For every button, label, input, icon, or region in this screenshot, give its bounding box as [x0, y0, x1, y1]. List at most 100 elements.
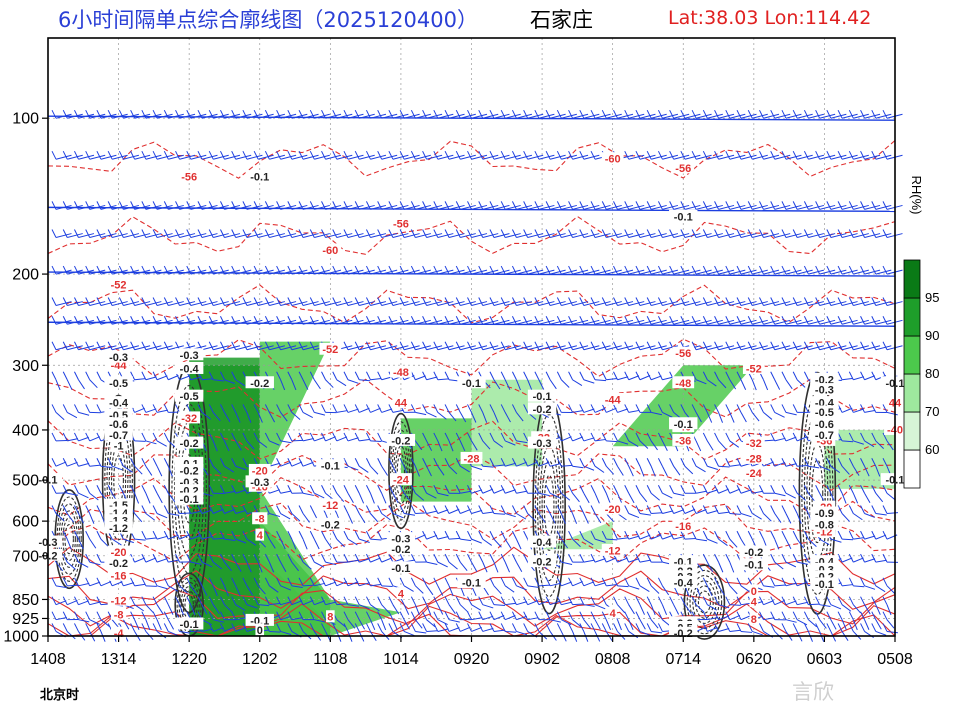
wind-barb-feather — [781, 371, 787, 380]
wind-barb-feather — [669, 201, 675, 210]
wind-barb-feather — [545, 201, 551, 210]
wind-barb-feather — [568, 404, 574, 413]
vv-label: -0.3 — [180, 350, 199, 362]
wind-barb — [830, 113, 847, 119]
wind-barb-feather — [702, 505, 708, 514]
wind-barb-feather — [433, 404, 439, 413]
wind-barb — [392, 154, 409, 160]
wind-barb — [168, 513, 180, 516]
wind-barb-feather — [377, 577, 383, 587]
wind-barb — [886, 492, 896, 501]
wind-barb-feather — [208, 457, 214, 467]
vv-contour — [697, 590, 711, 614]
wind-barb-feather — [714, 229, 720, 238]
isotherm-label: -56 — [181, 172, 197, 184]
wind-barb-feather — [657, 623, 663, 632]
wind-barb-feather — [410, 623, 416, 632]
wind-barb — [729, 113, 746, 119]
isotherm-label-bg — [749, 595, 759, 608]
wind-barb-feather — [163, 530, 169, 540]
wind-barb-feather — [669, 265, 675, 275]
wind-barb-feather — [725, 316, 731, 325]
wind-barb-feather — [287, 623, 293, 632]
wind-barb-feather — [85, 553, 91, 563]
isotherm-label-bg — [107, 568, 130, 581]
wind-barb-feather — [85, 596, 91, 605]
wind-barb — [763, 233, 780, 239]
vv-label: -0.1 — [674, 419, 693, 431]
wind-barb-feather — [219, 553, 225, 563]
wind-barb — [853, 585, 865, 588]
wind-barb — [493, 561, 499, 573]
isotherm-label-bg — [255, 528, 265, 541]
wind-barb-feather — [276, 297, 282, 306]
wind-barb — [549, 269, 566, 275]
wind-barb-feather — [298, 611, 304, 620]
wind-barb — [347, 513, 353, 524]
wind-barb-feather — [51, 201, 57, 210]
wind-barb — [594, 407, 606, 413]
wind-barb-feather — [152, 577, 158, 587]
wind-barb-feather — [365, 553, 371, 563]
wind-barb — [628, 154, 645, 160]
wind-barb-feather — [467, 432, 472, 442]
wind-barb-feather — [770, 316, 776, 325]
wind-barb-feather — [848, 109, 854, 119]
wind-barb-feather — [74, 623, 79, 632]
wind-barb — [628, 319, 645, 325]
wind-barb-feather — [287, 611, 293, 620]
wind-barb-feather — [523, 485, 529, 494]
wind-barb-feather — [646, 109, 652, 119]
wind-barb-feather — [377, 553, 383, 563]
wind-barb-feather — [208, 505, 214, 514]
wind-barb — [617, 233, 634, 239]
wind-barb-feather — [826, 229, 832, 238]
wind-barb — [156, 631, 167, 639]
wind-barb — [123, 538, 134, 544]
wind-barb-feather — [208, 577, 214, 587]
wind-barb-feather — [646, 553, 652, 563]
wind-barb — [359, 582, 370, 587]
wind-barb — [370, 513, 379, 523]
wind-barb — [493, 488, 505, 494]
wind-barb — [751, 379, 757, 391]
wind-barb-feather — [613, 432, 618, 442]
wind-barb-feather — [714, 371, 720, 380]
wind-barb — [639, 375, 651, 381]
wind-barb — [336, 301, 353, 306]
wind-barb-feather — [601, 432, 607, 442]
isotherm-label-bg — [178, 411, 201, 424]
wind-barb-feather — [354, 485, 360, 494]
wind-barb-feather — [702, 201, 708, 210]
wind-barb — [302, 233, 319, 239]
wind-barb-feather — [152, 611, 158, 620]
wind-barb-feather — [332, 485, 338, 494]
wind-barb-feather — [848, 265, 854, 275]
wind-barb-feather — [523, 505, 529, 514]
wind-barb-feather — [860, 596, 865, 605]
wind-barb — [460, 490, 472, 494]
wind-barb — [819, 204, 836, 210]
vv-label-bg — [245, 475, 274, 488]
wind-barb-feather — [691, 485, 697, 494]
wind-barb — [168, 585, 179, 592]
wind-barb — [426, 619, 436, 628]
wind-barb-feather — [467, 229, 472, 238]
wind-barb-feather — [354, 596, 360, 605]
wind-barb — [706, 561, 714, 572]
wind-barb-feather — [837, 577, 843, 587]
wind-barb-feather — [62, 611, 68, 620]
wind-barb-feather — [747, 505, 753, 514]
wind-barb — [561, 204, 577, 210]
wind-barb — [336, 538, 345, 548]
wind-barb — [808, 319, 825, 325]
x-tick-label: 1220 — [171, 651, 207, 668]
wind-barb — [707, 627, 718, 632]
wind-barb — [852, 493, 859, 504]
wind-barb-feather — [500, 457, 506, 467]
wind-barb — [145, 585, 157, 587]
wind-barb-feather — [579, 265, 585, 275]
wind-barb-feather — [74, 505, 79, 514]
isotherm-label: -56 — [393, 218, 409, 230]
wind-barb-feather — [882, 553, 888, 563]
